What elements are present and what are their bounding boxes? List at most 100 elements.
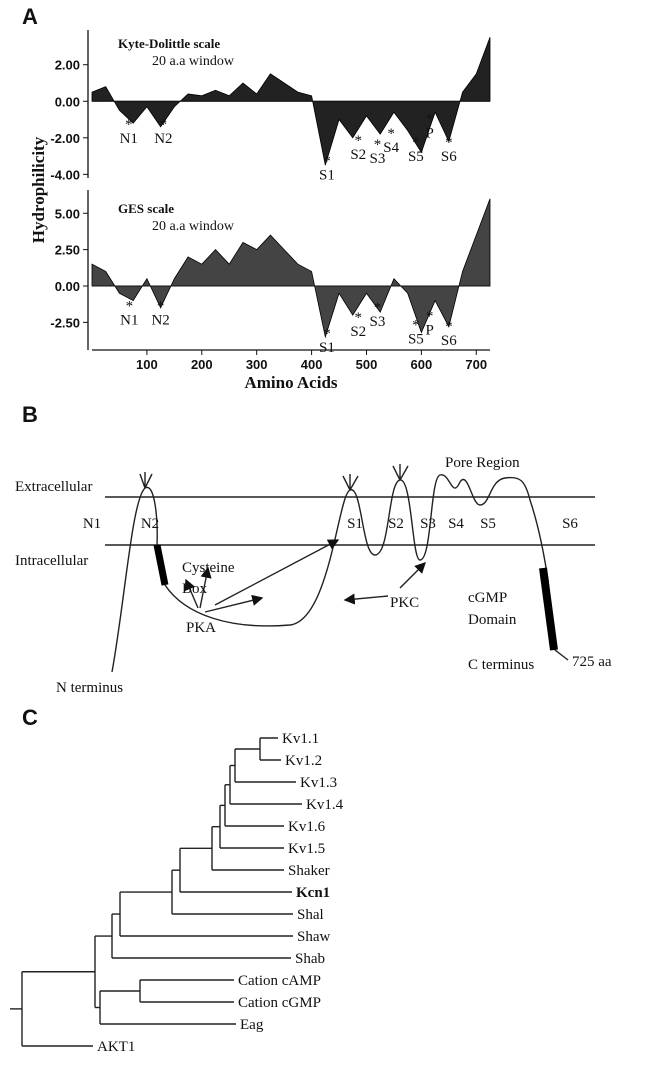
y-tick-label: 0.00 xyxy=(55,94,80,109)
y-tick-label: 2.00 xyxy=(55,58,80,73)
panel-label: A xyxy=(22,4,38,29)
asterisk: * xyxy=(374,300,382,316)
segment-label: S4 xyxy=(448,516,464,532)
leaf: Kv1.2 xyxy=(285,753,322,769)
segment-label: N2 xyxy=(141,516,159,532)
y-tick-label: -4.00 xyxy=(50,167,80,182)
cysteine-label: Cysteine xyxy=(182,560,235,576)
asterisk: * xyxy=(125,117,133,133)
leaf: Kv1.1 xyxy=(282,731,319,747)
glyco xyxy=(342,474,359,491)
y-axis-label: Hydrophilicity xyxy=(29,136,48,243)
chart-subtitle: 20 a.a window xyxy=(152,54,235,69)
n-terminus: N terminus xyxy=(56,680,123,696)
leaf: Shaker xyxy=(288,863,330,879)
asterisk: * xyxy=(426,111,434,127)
segment-label: N2 xyxy=(154,131,172,147)
cgmp-label: Domain xyxy=(468,612,517,628)
segment-label: S3 xyxy=(370,151,386,167)
segment-label: S6 xyxy=(562,516,578,532)
leaf: Cation cGMP xyxy=(238,995,321,1011)
glyco xyxy=(139,472,153,489)
pkc-label: PKC xyxy=(390,595,419,611)
asterisk: * xyxy=(412,317,420,333)
segment-label: S5 xyxy=(480,516,496,532)
segment-label: S6 xyxy=(441,333,457,349)
x-tick-label: 300 xyxy=(246,357,268,372)
x-tick-label: 600 xyxy=(411,357,433,372)
segment-label: S2 xyxy=(388,516,404,532)
asterisk: * xyxy=(354,133,362,149)
segment-label: N1 xyxy=(120,131,138,147)
segment-label: S2 xyxy=(350,324,366,340)
x-axis-label: Amino Acids xyxy=(244,373,337,392)
c-terminus: C terminus xyxy=(468,657,534,673)
segment-label: S5 xyxy=(408,331,424,347)
asterisk: * xyxy=(160,117,168,133)
leaf: Shab xyxy=(295,951,325,967)
leaf: Cation cAMP xyxy=(238,973,321,989)
segment-label: S4 xyxy=(383,140,399,156)
pka-arrows xyxy=(184,539,340,613)
segment-label: S3 xyxy=(370,314,386,330)
x-tick-label: 100 xyxy=(136,357,158,372)
asterisk: * xyxy=(323,153,331,169)
leaf: AKT1 xyxy=(97,1039,135,1055)
y-tick-label: -2.50 xyxy=(50,315,80,330)
segment-label: N2 xyxy=(151,312,169,328)
asterisk: * xyxy=(445,135,453,151)
y-tick-label: 2.50 xyxy=(55,243,80,258)
chart-title: GES scale xyxy=(118,201,174,216)
segment-label: S1 xyxy=(319,167,335,183)
y-tick-label: -2.00 xyxy=(50,131,80,146)
y-tick-label: 5.00 xyxy=(55,206,80,221)
leaf: Kv1.6 xyxy=(288,819,326,835)
x-tick-label: 700 xyxy=(465,357,487,372)
asterisk: * xyxy=(445,319,453,335)
length-label: 725 aa xyxy=(572,654,612,670)
leaf-bold: Kcn1 xyxy=(296,885,330,901)
x-tick-label: 500 xyxy=(356,357,378,372)
leaf: Shal xyxy=(297,907,324,923)
panel-label: C xyxy=(22,705,38,730)
panel-label: B xyxy=(22,402,38,427)
segment-label: S6 xyxy=(441,149,457,165)
protein-chain xyxy=(111,474,569,673)
pkc-arrows xyxy=(343,562,426,605)
segment-label: S3 xyxy=(420,516,436,532)
cysteine-box xyxy=(153,544,169,586)
segment-label: P xyxy=(425,125,433,141)
segment-label: S1 xyxy=(319,340,335,356)
asterisk: * xyxy=(323,326,331,342)
segment-label: S2 xyxy=(350,147,366,163)
y-tick-label: 0.00 xyxy=(55,279,80,294)
segment-label: N1 xyxy=(120,312,138,328)
asterisk: * xyxy=(126,298,134,314)
membrane-diagram xyxy=(105,464,595,673)
glyco xyxy=(392,464,409,481)
chart-subtitle: 20 a.a window xyxy=(152,219,235,234)
leaf: Shaw xyxy=(297,929,331,945)
pore-label: Pore Region xyxy=(445,455,520,471)
asterisk: * xyxy=(374,137,382,153)
cgmp-domain xyxy=(539,567,558,651)
segment-label: P xyxy=(425,323,433,339)
chart-title: Kyte-Dolittle scale xyxy=(118,36,220,51)
asterisk: * xyxy=(157,298,165,314)
x-tick-label: 200 xyxy=(191,357,213,372)
hydropathy-area xyxy=(91,198,491,339)
segment-label: N1 xyxy=(83,516,101,532)
asterisk: * xyxy=(412,135,420,151)
leaf: Kv1.3 xyxy=(300,775,337,791)
segment-label: S1 xyxy=(347,516,363,532)
leaf: Eag xyxy=(240,1017,264,1033)
cgmp-label: cGMP xyxy=(468,590,507,606)
segment-label: S5 xyxy=(408,149,424,165)
asterisk: * xyxy=(354,310,362,326)
asterisk: * xyxy=(426,309,434,325)
leaf: Kv1.5 xyxy=(288,841,325,857)
extracellular: Extracellular xyxy=(15,479,92,495)
leaf: Kv1.4 xyxy=(306,797,344,813)
intracellular: Intracellular xyxy=(15,553,88,569)
